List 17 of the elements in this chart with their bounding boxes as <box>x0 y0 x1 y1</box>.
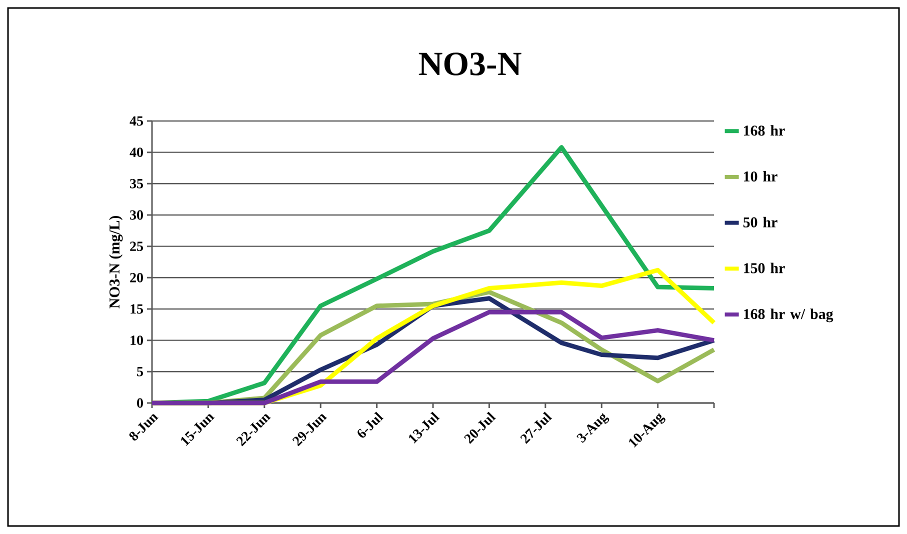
y-tick-label: 5 <box>137 367 143 376</box>
y-tick-label: 40 <box>130 148 143 158</box>
y-tick-label: 45 <box>130 116 143 126</box>
y-tick-label: 15 <box>130 304 143 314</box>
legend-label: 168 hr w/ bag <box>744 308 834 322</box>
y-axis-title: NO3-N (mg/L) <box>109 216 123 308</box>
legend-label: 150 hr <box>744 262 785 274</box>
chart-title: NO3-N <box>418 52 522 76</box>
y-tick-label: 25 <box>130 242 143 252</box>
y-tick-label: 30 <box>130 210 143 220</box>
y-tick-label: 0 <box>137 398 143 408</box>
y-tick-label: 10 <box>130 336 143 346</box>
y-tick-label: 35 <box>130 178 143 188</box>
legend-label: 10 hr <box>744 171 778 182</box>
y-tick-label: 20 <box>130 272 143 282</box>
legend-label: 50 hr <box>743 216 778 228</box>
legend-label: 168 hr <box>744 125 785 136</box>
